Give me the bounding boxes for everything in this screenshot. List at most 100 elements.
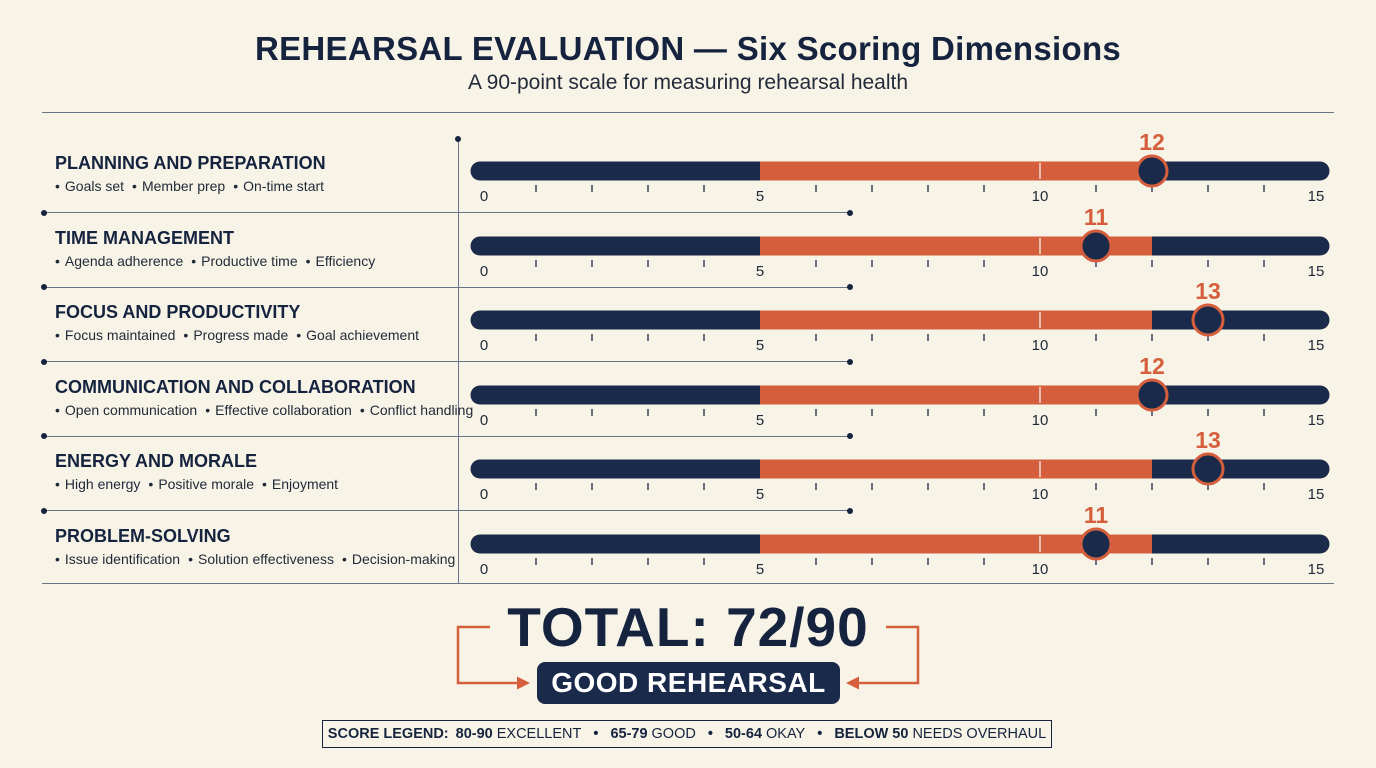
score-marker	[1191, 452, 1225, 486]
tick-label: 0	[480, 263, 488, 280]
score-marker	[1191, 303, 1225, 337]
chart-title: REHEARSAL EVALUATION — Six Scoring Dimen…	[254, 30, 1122, 67]
right-arrow-icon	[846, 676, 859, 690]
bullet-icon: •	[55, 178, 60, 194]
dimension-name: FOCUS AND PRODUCTIVITY	[55, 302, 301, 322]
criterion-label: Solution effectiveness	[198, 550, 334, 567]
score-marker	[1079, 229, 1113, 262]
score-slider: 0 5 10 15 12	[470, 353, 1336, 429]
tick-label: 15	[1308, 337, 1325, 354]
row-divider	[42, 361, 850, 362]
tick-label: 15	[1308, 263, 1325, 280]
score-value-label: 13	[1195, 278, 1221, 304]
legend-range: 65-79	[610, 726, 648, 742]
dimension-criteria: • High energy • Positive morale • Enjoyment	[55, 476, 346, 492]
slider-highlight	[760, 534, 1152, 553]
bullet-icon: •	[148, 476, 154, 492]
bullet-icon: •	[55, 476, 60, 492]
slider-highlight	[760, 161, 1152, 181]
tick-label: 15	[1308, 561, 1325, 578]
total-score: TOTAL: 72/90	[507, 596, 869, 658]
score-value-label: 12	[1139, 353, 1165, 379]
legend-separator: •	[593, 726, 599, 742]
row-divider	[42, 510, 850, 511]
criterion-label: Enjoyment	[271, 476, 339, 492]
criterion-label: Progress made	[193, 327, 289, 343]
slider-highlight	[760, 385, 1152, 404]
row-divider-end-dot	[847, 284, 853, 290]
criterion-label: Issue identification	[64, 550, 181, 567]
score-slider: 0 5 10 15 13	[470, 278, 1336, 354]
legend-desc: GOOD	[651, 726, 696, 742]
dimension-criteria: • Goals set • Member prep • On-time start	[55, 178, 332, 194]
score-marker	[1135, 154, 1169, 188]
score-slider: 0 5 10 15 11	[470, 204, 1336, 280]
criterion-label: Positive morale	[158, 476, 255, 492]
score-slider: 0 5 10 15 12	[470, 129, 1336, 205]
tick-label: 15	[1308, 188, 1325, 205]
bullet-icon: •	[132, 178, 137, 194]
criterion-label: Open communication	[64, 401, 198, 418]
row-divider-end-dot	[847, 507, 853, 514]
legend-range: 80-90	[455, 726, 493, 742]
legend-range: 50-64	[724, 726, 763, 742]
bullet-icon: •	[233, 178, 239, 194]
header-divider	[42, 112, 1334, 113]
dimension-criteria: • Focus maintained • Progress made • Goal ach…	[55, 327, 427, 343]
bullet-icon: •	[55, 550, 60, 567]
criterion-label: Member prep	[141, 178, 226, 194]
score-slider: 0 5 10 15 11	[470, 502, 1336, 578]
bullet-icon: •	[55, 327, 60, 343]
row-divider-end-dot	[847, 433, 853, 439]
tick-label: 15	[1308, 412, 1325, 429]
tick-label: 10	[1032, 263, 1049, 280]
criterion-label: Decision-making	[351, 550, 456, 567]
row-divider-start-dot	[41, 507, 47, 514]
table-bottom-rule	[42, 583, 1334, 584]
criterion-label: Efficiency	[315, 252, 376, 269]
dimension-criteria: • Open communication • Effective collaborat…	[55, 402, 481, 418]
right-connector-line	[856, 625, 920, 685]
chart-subtitle: A 90-point scale for measuring rehearsal…	[467, 71, 909, 94]
legend-range: BELOW 50	[834, 726, 909, 742]
divider-dot	[455, 136, 461, 142]
bullet-icon: •	[191, 252, 197, 269]
score-value-label: 12	[1139, 129, 1165, 155]
tick-label: 10	[1032, 188, 1049, 205]
slider-highlight	[760, 459, 1152, 479]
bullet-icon: •	[359, 401, 365, 418]
tick-label: 5	[756, 188, 764, 205]
dimension-name: PLANNING AND PREPARATION	[55, 153, 326, 173]
criterion-label: Goals set	[64, 178, 125, 194]
row-divider	[42, 286, 850, 288]
legend-label: SCORE LEGEND:	[327, 726, 449, 742]
bullet-icon: •	[183, 327, 189, 343]
legend-separator: •	[707, 726, 713, 742]
tick-label: 0	[480, 561, 488, 578]
bullet-icon: •	[305, 252, 311, 269]
tick-label: 10	[1032, 561, 1049, 578]
row-divider	[42, 212, 850, 213]
rating-badge: GOOD REHEARSAL	[537, 662, 840, 704]
bullet-icon: •	[205, 401, 211, 418]
tick-label: 15	[1308, 486, 1325, 503]
tick-label: 0	[480, 486, 488, 503]
score-value-label: 13	[1195, 427, 1221, 453]
criterion-label: Goal achievement	[306, 327, 420, 343]
criterion-label: High energy	[64, 476, 141, 492]
score-slider: 0 5 10 15 13	[470, 427, 1336, 503]
dimension-criteria: • Agenda adherence • Productive time • Effici…	[55, 253, 383, 269]
criterion-label: Productive time	[201, 252, 298, 269]
legend-desc: EXCELLENT	[496, 726, 582, 742]
tick-label: 0	[480, 188, 488, 205]
bullet-icon: •	[55, 252, 60, 269]
slider-highlight	[760, 236, 1152, 255]
row-divider-end-dot	[847, 209, 853, 216]
left-arrow-icon	[517, 676, 530, 690]
tick-label: 5	[756, 486, 764, 503]
score-marker	[1079, 527, 1113, 560]
bullet-icon: •	[296, 327, 302, 343]
bullet-icon: •	[55, 401, 60, 418]
tick-label: 0	[480, 337, 488, 354]
